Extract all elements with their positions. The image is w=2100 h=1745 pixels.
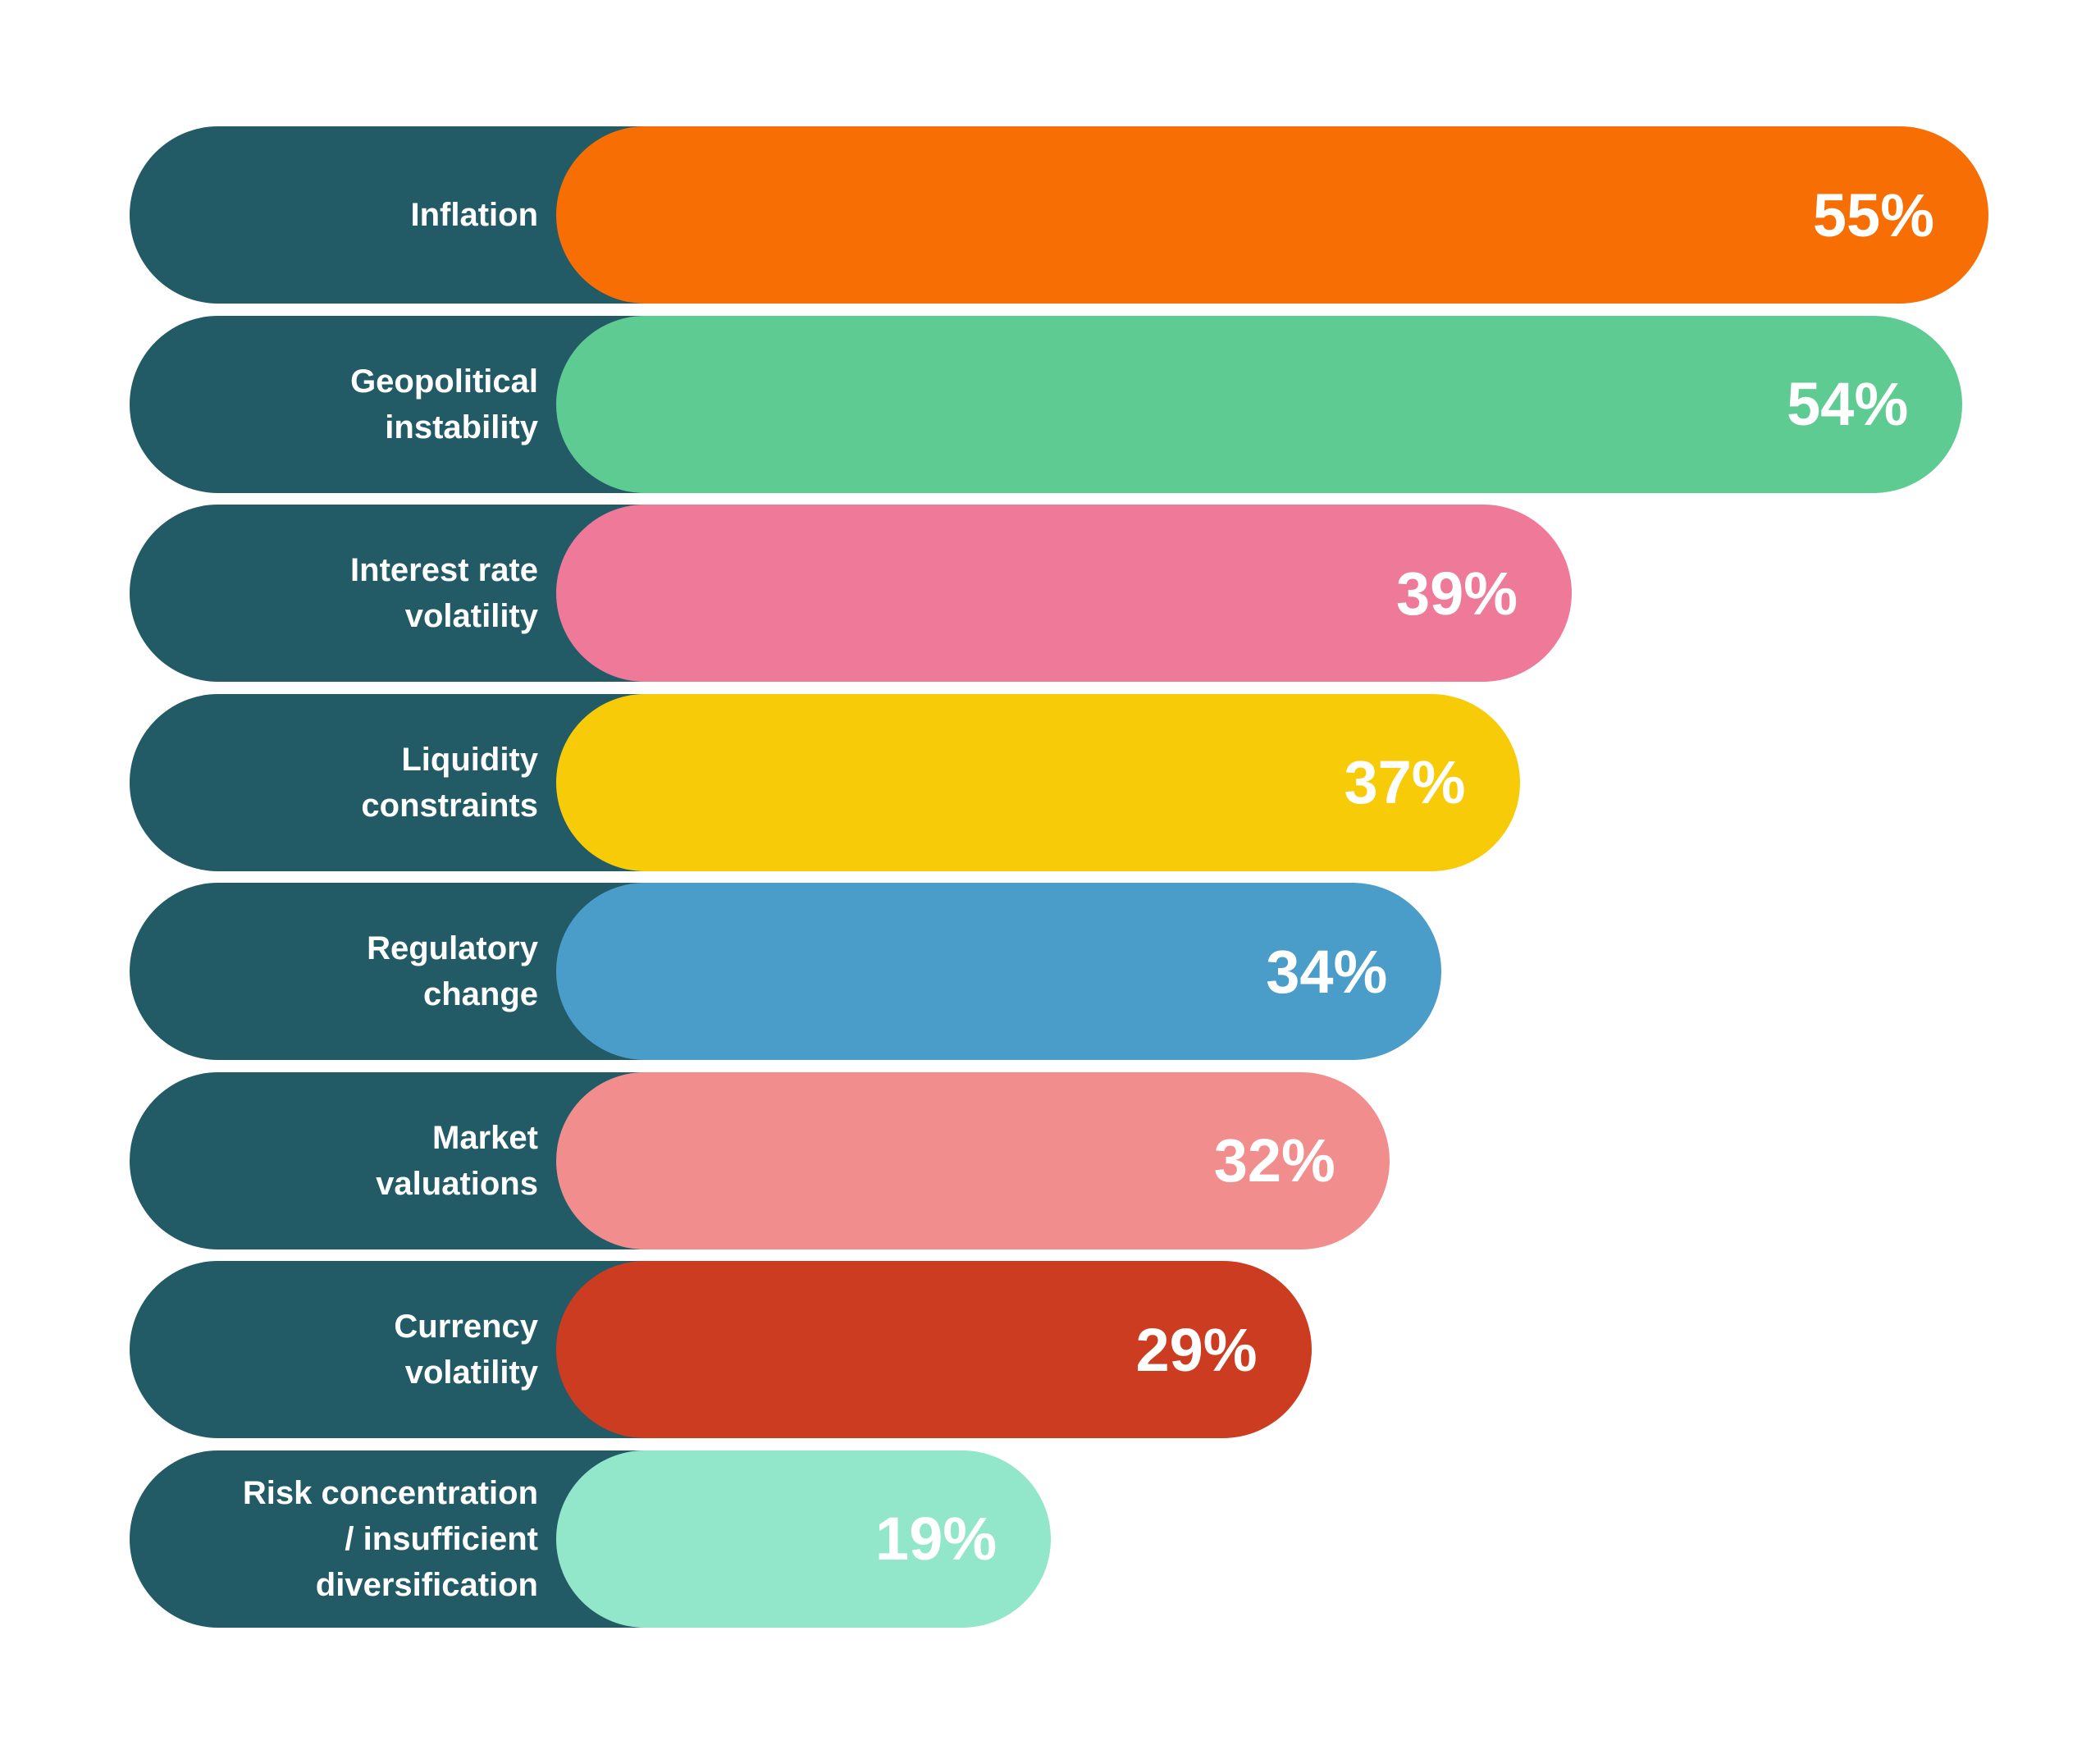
bar-row: Currency volatility 29%	[130, 1261, 1988, 1438]
bar-row: Liquidity constraints 37%	[130, 693, 1988, 871]
value-label: 32%	[1213, 1126, 1335, 1195]
value-label: 39%	[1395, 559, 1518, 628]
bar-row: Interest rate volatility 39%	[130, 505, 1988, 682]
value-label: 54%	[1787, 370, 1909, 438]
value-label: 34%	[1266, 937, 1388, 1006]
bar: 32%	[556, 1071, 1390, 1249]
bar: 34%	[556, 883, 1442, 1060]
category-label: Market valuations	[376, 1119, 538, 1202]
bar-row: Market valuations 32%	[130, 1071, 1988, 1249]
value-label: 29%	[1135, 1315, 1258, 1384]
bar: 29%	[556, 1261, 1312, 1438]
value-label: 55%	[1812, 180, 1934, 249]
category-label: Interest rate volatility	[350, 552, 538, 634]
bar-row: Inflation 55%	[130, 126, 1988, 304]
value-label: 37%	[1344, 748, 1466, 816]
bar: 55%	[556, 126, 1988, 304]
category-label: Inflation	[410, 197, 538, 233]
category-label: Regulatory change	[367, 930, 538, 1012]
bar-row: Geopolitical instability 54%	[130, 315, 1988, 493]
bar: 54%	[556, 315, 1963, 493]
category-label: Liquidity constraints	[361, 741, 538, 824]
bar: 39%	[556, 505, 1573, 682]
bar-row: Regulatory change 34%	[130, 883, 1988, 1060]
bar: 19%	[556, 1450, 1052, 1628]
category-label: Geopolitical instability	[350, 363, 538, 445]
bar-row: Risk concentration / insufficient divers…	[130, 1450, 1988, 1628]
category-label: Risk concentration / insufficient divers…	[242, 1474, 538, 1603]
value-label: 19%	[875, 1505, 998, 1573]
bar: 37%	[556, 693, 1520, 871]
category-label: Currency volatility	[394, 1309, 538, 1391]
